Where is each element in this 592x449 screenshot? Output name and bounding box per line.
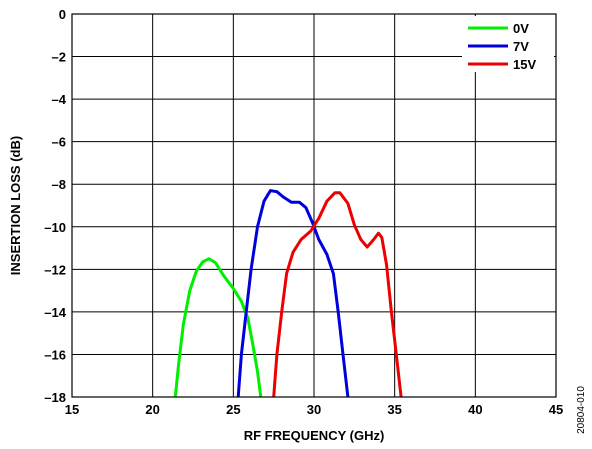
figure-id: 20804-010	[576, 386, 587, 434]
plot-frame	[71, 13, 557, 398]
y-tick-label: –8	[52, 177, 66, 192]
legend-label: 7V	[513, 39, 529, 54]
y-tick-label: –6	[52, 135, 66, 150]
x-tick-label: 30	[307, 402, 321, 417]
y-tick-label: –16	[44, 347, 66, 362]
y-tick-label: –10	[44, 220, 66, 235]
series-line-15v	[272, 191, 403, 398]
series-line-0v	[173, 257, 263, 398]
x-axis-label: RF FREQUENCY (GHz)	[244, 428, 385, 443]
legend-label: 15V	[513, 57, 536, 72]
x-tick-label: 25	[226, 402, 240, 417]
y-tick-label: –14	[44, 305, 66, 320]
x-tick-label: 35	[387, 402, 401, 417]
x-tick-label: 20	[145, 402, 159, 417]
x-tick-label: 45	[549, 402, 563, 417]
y-tick-label: –12	[44, 262, 66, 277]
y-tick-label: –2	[52, 50, 66, 65]
legend: 0V 7V 15V	[462, 16, 554, 72]
y-tick-label: –4	[52, 92, 67, 107]
x-tick-label: 40	[468, 402, 482, 417]
series-line-7v	[236, 189, 350, 398]
y-tick-label: 0	[59, 7, 66, 22]
y-tick-label: –18	[44, 390, 66, 405]
x-tick-labels: 15 20 25 30 35 40 45	[65, 402, 563, 417]
y-tick-labels: 0 –2 –4 –6 –8 –10 –12 –14 –16 –18	[44, 7, 66, 405]
y-axis-label: INSERTION LOSS (dB)	[8, 136, 23, 275]
x-tick-label: 15	[65, 402, 79, 417]
series-lines	[173, 189, 403, 398]
legend-label: 0V	[513, 21, 529, 36]
